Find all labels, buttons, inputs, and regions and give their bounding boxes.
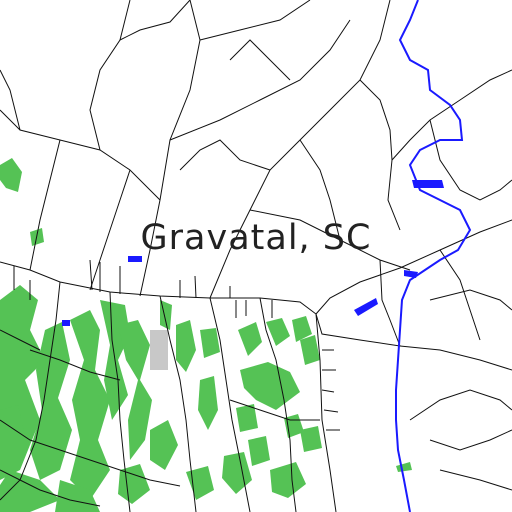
pond xyxy=(128,256,142,262)
water-layer xyxy=(62,180,444,326)
pond xyxy=(62,320,70,326)
lake xyxy=(412,180,444,188)
pond xyxy=(354,298,378,316)
vegetation-layer xyxy=(0,158,412,512)
river xyxy=(395,0,472,512)
urban-area xyxy=(150,330,168,370)
place-label: Gravatal, SC xyxy=(140,218,372,258)
